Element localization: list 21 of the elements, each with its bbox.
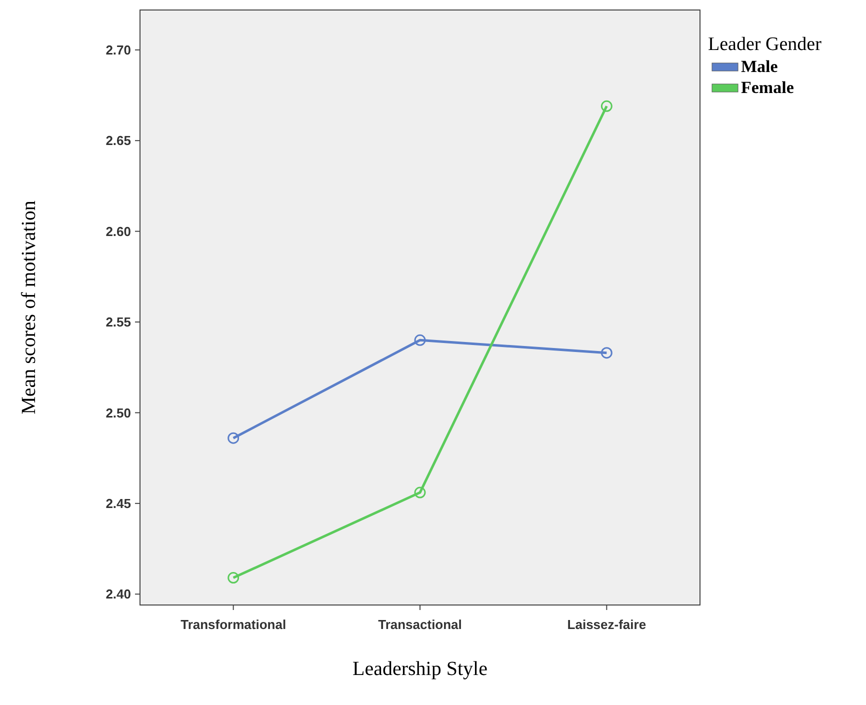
point xyxy=(228,432,240,444)
y-tick-label: 2.55 xyxy=(106,314,131,330)
y-tick-label: 2.45 xyxy=(106,496,131,511)
y-tick-label: 2.50 xyxy=(106,405,131,420)
point xyxy=(414,486,426,498)
legend-label: Male xyxy=(741,57,778,76)
legend-label: Female xyxy=(741,78,794,97)
legend-title: Leader Gender xyxy=(708,34,822,55)
x-tick-label: Laissez-faire xyxy=(567,617,646,632)
point xyxy=(228,572,240,584)
y-tick-label: 2.60 xyxy=(106,224,131,239)
x-axis-title: Leadership Style xyxy=(352,658,488,680)
y-axis-title: Mean scores of motivation xyxy=(18,200,40,414)
point xyxy=(414,334,426,346)
y-tick-label: 2.70 xyxy=(106,42,131,58)
x-tick-label: Transactional xyxy=(378,617,462,632)
point xyxy=(600,100,612,112)
y-tick-label: 2.40 xyxy=(106,586,131,602)
point xyxy=(600,347,612,359)
x-tick-label: Transformational xyxy=(180,617,286,632)
y-tick-label: 2.65 xyxy=(106,133,131,148)
